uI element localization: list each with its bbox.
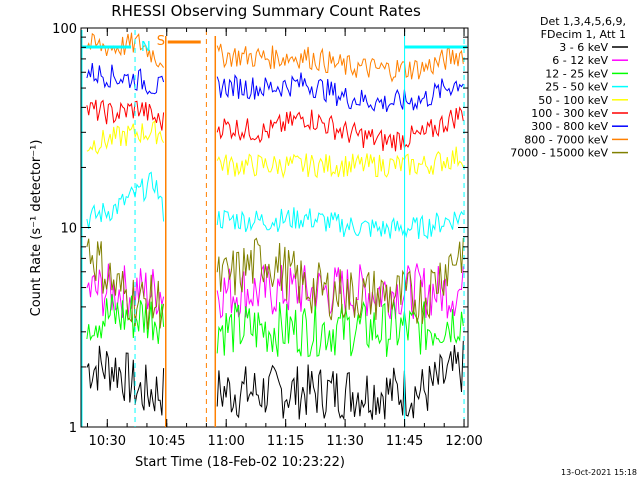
series-line — [86, 294, 165, 344]
series-line — [86, 171, 165, 229]
x-tick-label: 12:00 — [445, 434, 482, 449]
legend-header-line-2: FDecim 1, Att 1 — [541, 28, 626, 41]
x-tick-label: 11:45 — [386, 434, 423, 449]
series-line — [86, 99, 165, 131]
legend-label: 7000 - 15000 keV — [510, 147, 608, 160]
series-line — [216, 207, 464, 240]
series-line — [216, 263, 464, 320]
x-tick-label: 11:30 — [326, 434, 363, 449]
legend-label: 300 - 800 keV — [531, 120, 608, 133]
legend-label: 25 - 50 keV — [545, 81, 608, 94]
series-line — [216, 340, 464, 421]
series-line — [216, 72, 464, 112]
axis-layer: 10:30 10:45 11:00 11:15 11:30 11:45 12:00 1 10 10… — [52, 22, 483, 449]
y-axis-label: Count Rate (s⁻¹ detector⁻¹) — [29, 140, 44, 317]
data-layer — [86, 32, 464, 421]
x-tick-label: 11:15 — [267, 434, 304, 449]
series-line — [216, 237, 464, 325]
series-line — [86, 63, 165, 95]
series-line — [216, 106, 464, 152]
x-tick-label: 10:30 — [89, 434, 126, 449]
x-tick-label: 11:00 — [207, 434, 244, 449]
legend-label: 800 - 7000 keV — [524, 133, 608, 146]
legend-label: 100 - 300 keV — [531, 107, 608, 120]
y-tick-label: 1 — [69, 421, 77, 436]
series-line — [216, 146, 464, 179]
series-line — [86, 238, 165, 330]
series-line — [86, 263, 165, 318]
legend-label: 3 - 6 keV — [559, 41, 608, 54]
flag-s-label: S — [157, 34, 165, 49]
annotation-layer: SN — [81, 30, 467, 427]
y-tick-label: 100 — [52, 22, 77, 37]
date-stamp: 13-Oct-2021 15:18 — [561, 468, 637, 477]
y-tick-label: 10 — [60, 222, 77, 237]
series-line — [86, 120, 165, 155]
x-axis-label: Start Time (18-Feb-02 10:23:22) — [135, 455, 345, 470]
x-tick-label: 10:45 — [148, 434, 185, 449]
legend-label: 12 - 25 keV — [545, 67, 608, 80]
chart-title: RHESSI Observing Summary Count Rates — [111, 2, 421, 20]
legend-label: 6 - 12 keV — [552, 54, 608, 67]
legend: Det 1,3,4,5,6,9, FDecim 1, Att 1 3 - 6 k… — [510, 15, 628, 160]
series-line — [86, 345, 165, 416]
legend-header-line-1: Det 1,3,4,5,6,9, — [540, 15, 626, 28]
legend-label: 50 - 100 keV — [538, 94, 608, 107]
series-line — [86, 32, 165, 68]
series-line — [216, 43, 464, 83]
flag-n-label: N — [141, 40, 151, 55]
